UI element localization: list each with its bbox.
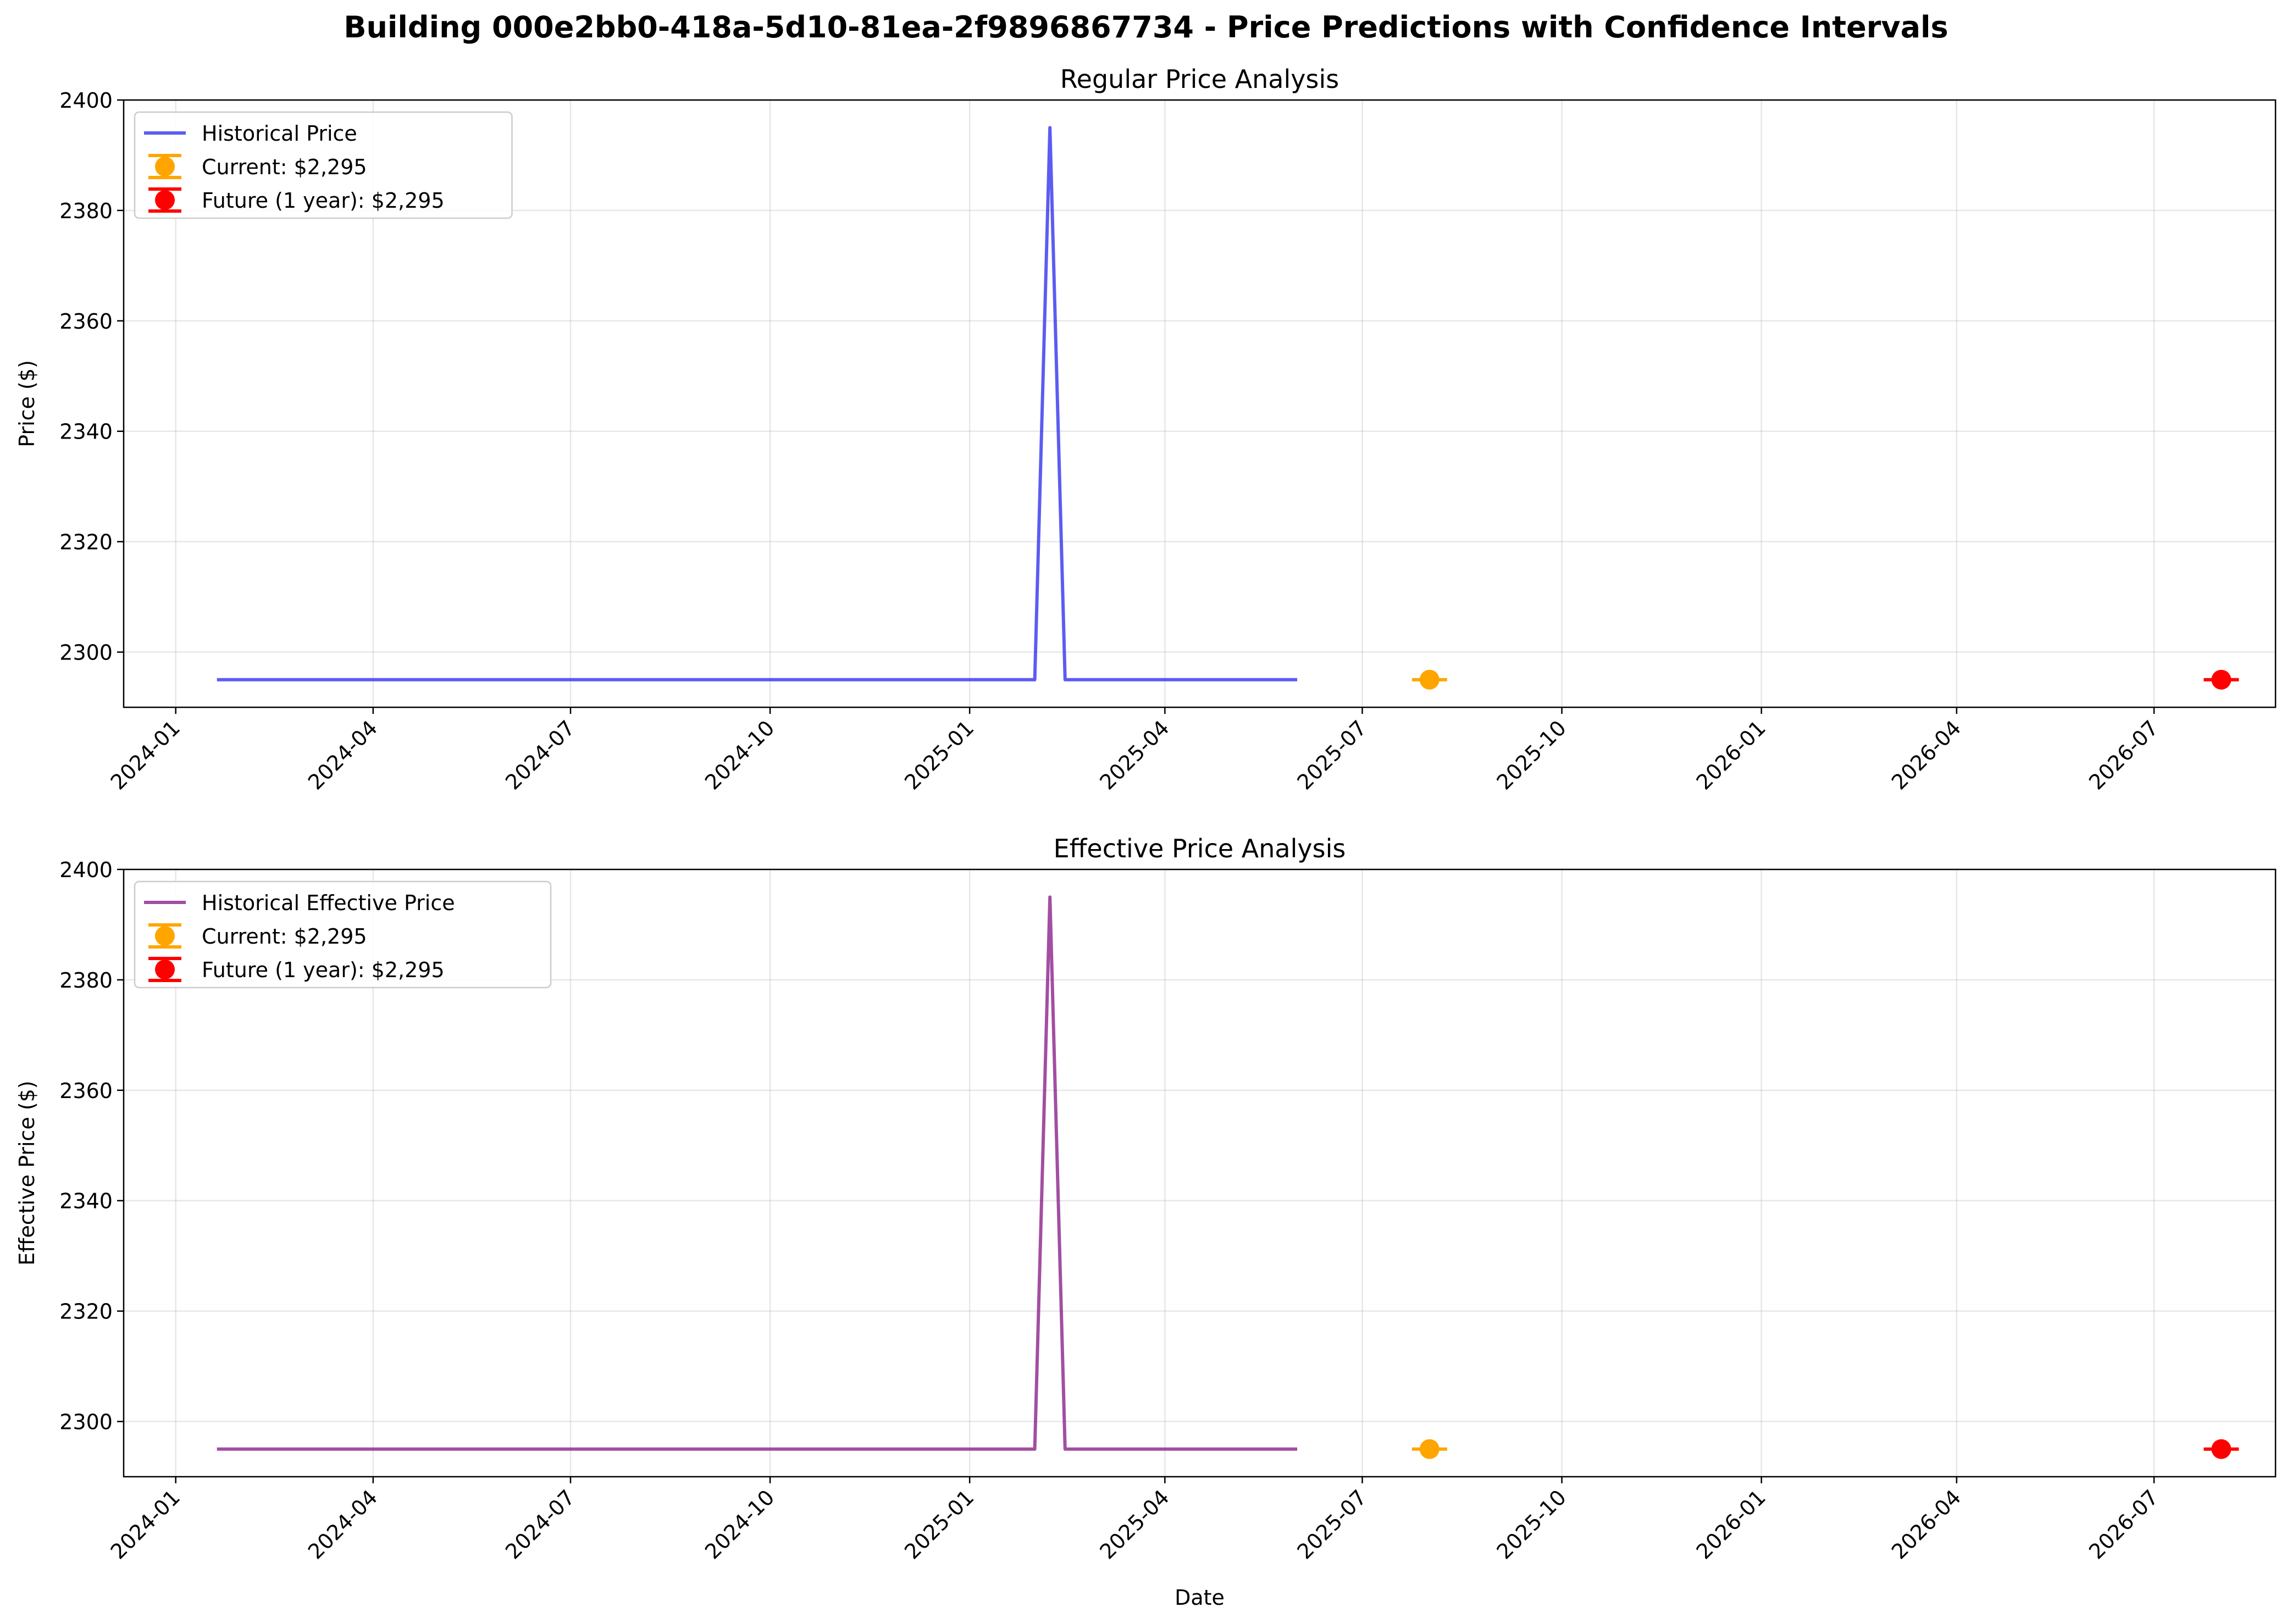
y-tick-label: 2320 [59,530,113,555]
x-tick-label: 2024-07 [501,716,579,794]
x-tick-label: 2026-04 [1887,716,1966,794]
legend-marker [155,926,175,946]
y-tick-label: 2300 [59,1410,113,1434]
x-tick-label: 2024-04 [303,716,382,794]
x-tick-label: 2025-01 [900,1485,978,1564]
y-tick-label: 2300 [59,641,113,665]
x-tick-label: 2024-01 [106,716,185,794]
y-tick-label: 2320 [59,1300,113,1324]
legend-marker [155,190,175,210]
prediction-point [1419,669,1440,690]
x-tick-label: 2026-04 [1887,1485,1966,1564]
y-tick-label: 2360 [59,1079,113,1103]
x-tick-label: 2026-01 [1692,1485,1770,1564]
y-tick-label: 2400 [59,88,113,113]
x-tick-label: 2025-04 [1095,716,1173,794]
axes-frame [123,868,2277,1478]
y-tick-label: 2380 [59,968,113,993]
x-tick-label: 2024-07 [501,1485,579,1564]
x-tick-label: 2024-01 [106,1485,185,1564]
prediction-point [2211,669,2232,690]
prediction-point [1419,1439,1440,1459]
x-axis-label: Date [1175,1586,1225,1610]
x-tick-label: 2026-07 [2084,1485,2163,1564]
x-tick-label: 2025-04 [1095,1485,1173,1564]
subplot-title: Effective Price Analysis [1054,834,1346,863]
legend-box [134,111,513,219]
x-tick-label: 2025-07 [1292,1485,1371,1564]
subplot-title: Regular Price Analysis [1060,64,1339,94]
y-tick-label: 2360 [59,309,113,334]
legend-label: Future (1 year): $2,295 [202,958,445,982]
legend-label: Current: $2,295 [202,155,367,179]
legend-label: Historical Effective Price [202,891,455,915]
legend-label: Future (1 year): $2,295 [202,189,445,213]
x-tick-label: 2025-01 [900,716,978,794]
legend-box [134,880,552,989]
x-tick-label: 2024-10 [700,1485,779,1564]
prediction-point [2211,1439,2232,1459]
legend-marker [155,157,175,176]
y-axis-label: Effective Price ($) [15,1080,39,1265]
x-tick-label: 2024-10 [700,716,779,794]
x-tick-label: 2025-10 [1492,1485,1571,1564]
subplot-2: 2300 2320 2340 2360 2380 2400 2024-01 2024-04 20… [15,834,2277,1610]
legend-marker [155,960,175,979]
x-tick-label: 2026-07 [2084,716,2163,794]
legend: Historical Effective Price Current: $2,29… [134,880,552,989]
x-tick-label: 2026-01 [1692,716,1770,794]
x-tick-label: 2025-07 [1292,716,1371,794]
x-tick-label: 2025-10 [1492,716,1571,794]
legend-label: Historical Price [202,121,357,146]
y-axis-label: Price ($) [15,360,39,447]
y-tick-label: 2400 [59,858,113,882]
figure-title: Building 000e2bb0-418a-5d10-81ea-2f98968… [344,10,1948,45]
x-tick-label: 2024-04 [303,1485,382,1564]
legend: Historical Price Current: $2,295 Future (1… [134,111,513,219]
series-line [217,126,1298,681]
axes-frame [123,99,2277,708]
y-tick-label: 2380 [59,199,113,223]
series-line [217,895,1298,1451]
y-tick-label: 2340 [59,420,113,444]
subplot-1: 2300 2320 2340 2360 2380 2400 2024-01 2024-04 20… [15,64,2277,795]
y-tick-label: 2340 [59,1189,113,1213]
legend-label: Current: $2,295 [202,924,367,949]
